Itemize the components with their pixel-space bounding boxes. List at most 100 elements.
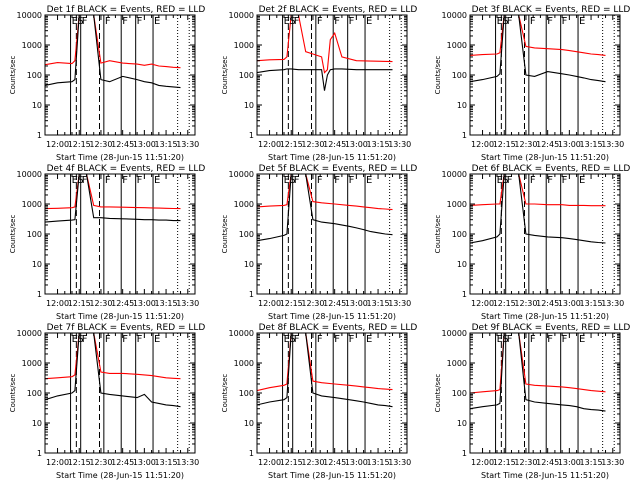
y-axis-label: Counts/sec xyxy=(434,374,442,413)
x-tick-label: 12:45 xyxy=(323,458,346,467)
events-series-line xyxy=(45,174,181,223)
x-axis-label: Start Time (28-Jun-15 11:51:20) xyxy=(481,312,609,321)
x-tick-label: 13:00 xyxy=(345,458,368,467)
y-tick-label: 1 xyxy=(249,449,254,458)
marker-letter: F xyxy=(562,334,568,345)
plot-area xyxy=(45,174,190,294)
plot-frame xyxy=(44,332,196,454)
marker-letter: F xyxy=(334,334,340,345)
marker-letter: F xyxy=(122,334,128,345)
x-tick-label: 12:30 xyxy=(89,140,112,149)
x-tick-label: 12:45 xyxy=(536,140,559,149)
x-tick-label: 12:30 xyxy=(89,458,112,467)
marker-letter: F xyxy=(530,16,536,27)
y-tick-label: 1000 xyxy=(22,41,42,50)
events-series-line xyxy=(257,333,393,408)
events-series-line xyxy=(257,174,393,242)
panel-title: Det 2f BLACK = Events, RED = LLD xyxy=(259,5,418,15)
detector-panel-3: Det 3f BLACK = Events, RED = LLD Counts/s… xyxy=(434,5,630,162)
x-tick-label: 13:00 xyxy=(345,299,368,308)
detector-panel-6: Det 6f BLACK = Events, RED = LLD Counts/s… xyxy=(434,164,630,321)
y-tick-label: 10000 xyxy=(442,11,467,20)
lld-series-line xyxy=(257,174,393,211)
y-axis-label: Counts/sec xyxy=(221,374,229,413)
marker-letter: S xyxy=(289,175,295,186)
y-tick-label: 10 xyxy=(244,419,254,428)
lld-series-line xyxy=(45,15,181,69)
x-tick-label: 13:30 xyxy=(388,458,411,467)
marker-letter: F xyxy=(507,16,513,27)
marker-letter: E xyxy=(497,175,503,186)
marker-letter: E xyxy=(154,175,160,186)
panel-title: Det 4f BLACK = Events, RED = LLD xyxy=(47,164,206,174)
marker-letter: F xyxy=(334,175,340,186)
x-tick-label: 13:00 xyxy=(558,299,581,308)
x-tick-label: 13:30 xyxy=(601,458,624,467)
marker-letter: E xyxy=(579,334,585,345)
plot-frame xyxy=(256,14,408,136)
marker-letter: F xyxy=(530,334,536,345)
marker-letter: F xyxy=(334,16,340,27)
marker-letter: S xyxy=(77,334,83,345)
x-tick-label: 12:15 xyxy=(280,140,303,149)
x-tick-label: 13:00 xyxy=(345,140,368,149)
x-tick-label: 12:00 xyxy=(46,299,69,308)
x-tick-label: 13:30 xyxy=(176,458,199,467)
y-tick-label: 1 xyxy=(249,131,254,140)
x-tick-label: 12:45 xyxy=(111,140,134,149)
x-tick-label: 13:30 xyxy=(176,299,199,308)
y-tick-label: 10 xyxy=(457,260,467,269)
x-tick-label: 13:00 xyxy=(133,299,156,308)
x-tick-label: 13:15 xyxy=(580,458,603,467)
marker-letter: F xyxy=(507,334,513,345)
marker-letter: E xyxy=(366,16,372,27)
y-tick-label: 1000 xyxy=(234,41,254,50)
marker-letter: E xyxy=(497,334,503,345)
x-tick-label: 13:30 xyxy=(388,140,411,149)
panel-title: Det 3f BLACK = Events, RED = LLD xyxy=(472,5,631,15)
y-tick-label: 10000 xyxy=(17,329,42,338)
lld-series-line xyxy=(470,333,606,394)
marker-letter: S xyxy=(502,175,508,186)
x-tick-label: 12:45 xyxy=(536,299,559,308)
x-tick-label: 13:30 xyxy=(176,140,199,149)
events-series-line xyxy=(470,333,606,412)
detector-panel-8: Det 8f BLACK = Events, RED = LLD Counts/s… xyxy=(221,323,417,480)
y-axis-label: Counts/sec xyxy=(9,374,17,413)
marker-letter: F xyxy=(82,334,88,345)
marker-letter: S xyxy=(502,334,508,345)
marker-letter: F xyxy=(82,175,88,186)
y-tick-label: 1000 xyxy=(447,41,467,50)
marker-letter: E xyxy=(579,175,585,186)
y-tick-label: 100 xyxy=(27,71,42,80)
y-tick-label: 100 xyxy=(452,71,467,80)
events-series-line xyxy=(45,333,181,408)
marker-letter: F xyxy=(105,175,111,186)
marker-letter: F xyxy=(530,175,536,186)
marker-letter: S xyxy=(289,16,295,27)
marker-letter: E xyxy=(154,16,160,27)
x-tick-label: 13:00 xyxy=(558,140,581,149)
x-tick-label: 13:30 xyxy=(601,299,624,308)
y-tick-label: 1 xyxy=(37,449,42,458)
lld-series-line xyxy=(470,15,606,56)
marker-letter: S xyxy=(77,16,83,27)
marker-letter: F xyxy=(317,175,323,186)
plot-frame xyxy=(44,173,196,295)
marker-letter: F xyxy=(562,16,568,27)
y-axis-label: Counts/sec xyxy=(434,215,442,254)
x-tick-label: 12:15 xyxy=(68,140,91,149)
y-tick-label: 10000 xyxy=(229,11,254,20)
lld-series-line xyxy=(45,174,181,210)
x-tick-label: 12:30 xyxy=(301,140,324,149)
marker-letter: F xyxy=(349,16,355,27)
marker-letter: F xyxy=(122,16,128,27)
y-tick-label: 1 xyxy=(462,449,467,458)
x-axis-label: Start Time (28-Jun-15 11:51:20) xyxy=(268,471,396,480)
x-tick-label: 13:30 xyxy=(388,299,411,308)
x-tick-label: 12:30 xyxy=(514,299,537,308)
plot-frame xyxy=(44,14,196,136)
x-axis-label: Start Time (28-Jun-15 11:51:20) xyxy=(481,153,609,162)
y-tick-label: 100 xyxy=(27,389,42,398)
